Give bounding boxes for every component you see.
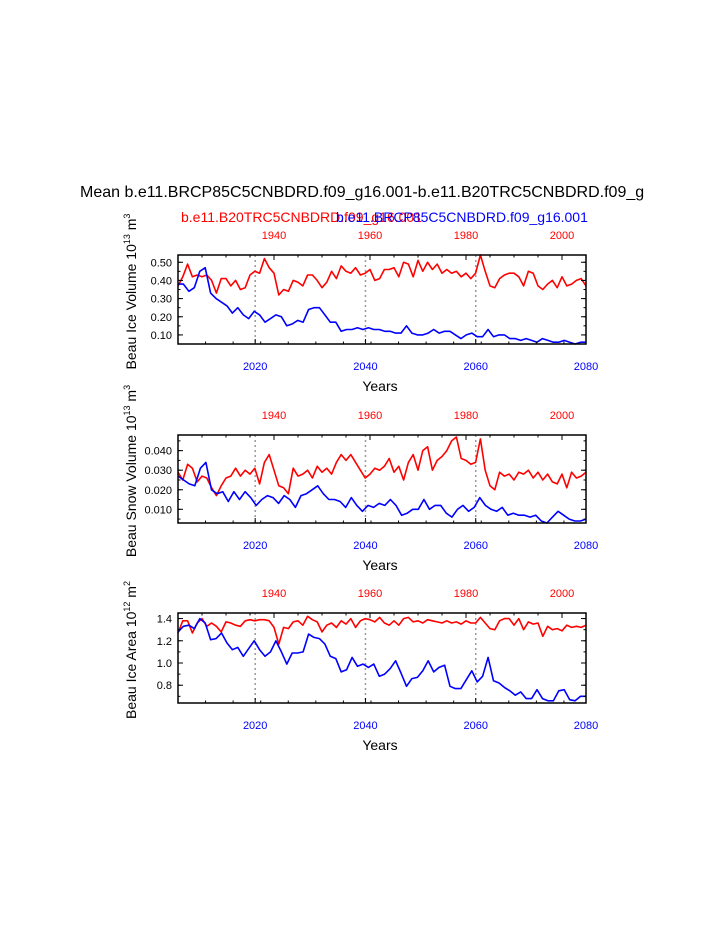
x-top-tick-label: 1980 <box>454 410 478 422</box>
ice-area-panel: 0.8 1.0 1.2 1.4 2020 2040 2060 2080 1940 1960 1980… <box>122 581 598 753</box>
y-tick-label: 1.4 <box>157 614 172 626</box>
plot-frame <box>177 612 587 704</box>
series-line-blue <box>177 461 587 524</box>
x-top-tick-label: 1940 <box>262 230 286 242</box>
series-line-red <box>177 436 587 497</box>
y-tick-label: 0.20 <box>151 312 172 324</box>
x-top-tick-label: 1980 <box>454 230 478 242</box>
x-bottom-tick-label: 2060 <box>463 720 487 732</box>
y-tick-label: 1.0 <box>157 658 172 670</box>
x-top-tick-label: 1960 <box>358 410 382 422</box>
x-axis-label: Years <box>362 557 397 573</box>
x-axis-label: Years <box>362 737 397 753</box>
plot-frame <box>177 254 587 345</box>
x-bottom-tick-label: 2020 <box>243 540 267 552</box>
x-top-tick-label: 2000 <box>550 230 574 242</box>
y-axis-label: Beau Ice Area 1012 m2 <box>122 581 139 719</box>
y-tick-label: 0.040 <box>144 446 172 458</box>
y-axis-label: Beau Snow Volume 1013 m3 <box>122 385 139 557</box>
legend-blue-label: b.e11.BRCP85C5CNBDRD.f09_g16.001 <box>336 209 588 225</box>
legend-red-label: b.e11.B20TRC5CNBDRD.f09_g16.001 <box>181 209 422 225</box>
y-tick-label: 0.8 <box>157 680 172 692</box>
snow-volume-panel: 0.010 0.020 0.030 0.040 2020 2040 2060 2080 1940… <box>122 385 598 573</box>
figure-title: Mean b.e11.BRCP85C5CNBDRD.f09_g16.001-b.… <box>80 184 645 201</box>
x-top-tick-label: 1980 <box>454 588 478 600</box>
y-tick-label: 0.10 <box>151 330 172 342</box>
x-bottom-tick-label: 2080 <box>574 361 598 373</box>
x-axis-label: Years <box>362 378 397 394</box>
x-bottom-tick-label: 2060 <box>463 540 487 552</box>
y-tick-label: 0.40 <box>151 275 172 287</box>
x-bottom-tick-label: 2040 <box>353 720 377 732</box>
y-tick-label: 1.2 <box>157 636 172 648</box>
series-line-blue <box>178 266 586 345</box>
x-bottom-tick-label: 2020 <box>243 361 267 373</box>
x-top-tick-label: 2000 <box>550 410 574 422</box>
series-line-blue <box>177 617 586 702</box>
x-top-tick-label: 1960 <box>358 588 382 600</box>
x-top-tick-label: 1940 <box>262 588 286 600</box>
ice-volume-panel: 0.10 0.20 0.30 0.40 0.50 2020 2040 2060 2080 1940… <box>122 214 598 394</box>
x-top-tick-label: 2000 <box>550 588 574 600</box>
x-bottom-tick-label: 2040 <box>353 540 377 552</box>
y-tick-label: 0.30 <box>151 294 172 306</box>
series-line-red <box>177 615 587 645</box>
y-tick-label: 0.010 <box>144 504 172 516</box>
y-tick-label: 0.50 <box>151 257 172 269</box>
plot-frame <box>177 434 587 524</box>
y-tick-label: 0.020 <box>144 485 172 497</box>
series-line-red <box>177 254 587 296</box>
x-top-tick-label: 1960 <box>358 230 382 242</box>
x-bottom-tick-label: 2060 <box>463 361 487 373</box>
x-top-tick-label: 1940 <box>262 410 286 422</box>
x-bottom-tick-label: 2020 <box>243 720 267 732</box>
x-bottom-tick-label: 2080 <box>574 540 598 552</box>
y-tick-label: 0.030 <box>144 465 172 477</box>
x-bottom-tick-label: 2040 <box>353 361 377 373</box>
x-bottom-tick-label: 2080 <box>574 720 598 732</box>
y-axis-label: Beau Ice Volume 1013 m3 <box>122 214 139 370</box>
